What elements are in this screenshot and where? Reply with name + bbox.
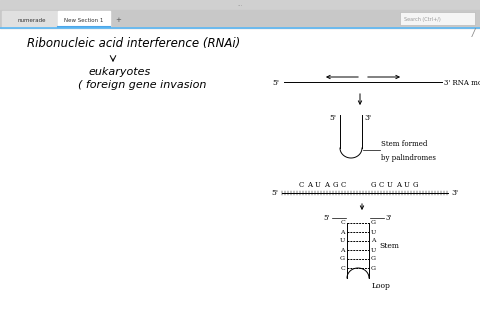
Text: G: G	[340, 257, 345, 261]
Text: Loop: Loop	[372, 282, 391, 290]
Text: G: G	[413, 181, 418, 189]
Text: 5': 5'	[329, 114, 336, 122]
Text: A: A	[324, 181, 329, 189]
Text: G: G	[332, 181, 338, 189]
Bar	[0, 10, 480, 28]
Text: 5': 5'	[272, 79, 279, 87]
Text: G: G	[371, 257, 376, 261]
Text: U: U	[387, 181, 393, 189]
Text: 3': 3'	[451, 189, 458, 197]
Text: C: C	[340, 221, 345, 226]
Text: 5': 5'	[324, 214, 330, 222]
Text: by palindromes: by palindromes	[381, 154, 436, 162]
Text: 3': 3'	[386, 214, 392, 222]
Text: C: C	[299, 181, 304, 189]
Text: eukaryotes: eukaryotes	[88, 67, 150, 77]
Text: U: U	[340, 238, 345, 244]
Text: U: U	[371, 229, 376, 235]
Text: A: A	[340, 229, 345, 235]
Text: ...: ...	[238, 3, 242, 7]
Text: U: U	[315, 181, 321, 189]
Text: +: +	[115, 17, 121, 23]
Text: New Section 1: New Section 1	[64, 17, 104, 22]
Text: Search (Ctrl+/): Search (Ctrl+/)	[404, 17, 441, 21]
Bar	[2, 11, 57, 27]
Text: A: A	[396, 181, 401, 189]
Text: A: A	[371, 238, 375, 244]
Text: 5': 5'	[271, 189, 278, 197]
Text: U: U	[404, 181, 410, 189]
Text: G: G	[371, 265, 376, 271]
Text: G: G	[371, 221, 376, 226]
Bar	[58, 11, 110, 27]
Bar	[400, 12, 475, 25]
Text: C: C	[341, 181, 346, 189]
Text: A: A	[307, 181, 312, 189]
Text: 3': 3'	[364, 114, 371, 122]
Text: Stem formed: Stem formed	[381, 140, 427, 148]
Text: U: U	[371, 248, 376, 252]
Text: A: A	[340, 248, 345, 252]
Text: G: G	[370, 181, 376, 189]
Text: 3' RNA molecule: 3' RNA molecule	[444, 79, 480, 87]
Text: numerade: numerade	[18, 17, 47, 22]
Text: C: C	[379, 181, 384, 189]
Bar	[0, 0, 480, 10]
Text: C: C	[340, 265, 345, 271]
Text: Ribonucleic acid interference (RNAi): Ribonucleic acid interference (RNAi)	[27, 37, 240, 50]
Text: ( foreign gene invasion: ( foreign gene invasion	[78, 80, 206, 90]
Text: /: /	[471, 28, 475, 38]
Text: Stem: Stem	[379, 241, 399, 249]
